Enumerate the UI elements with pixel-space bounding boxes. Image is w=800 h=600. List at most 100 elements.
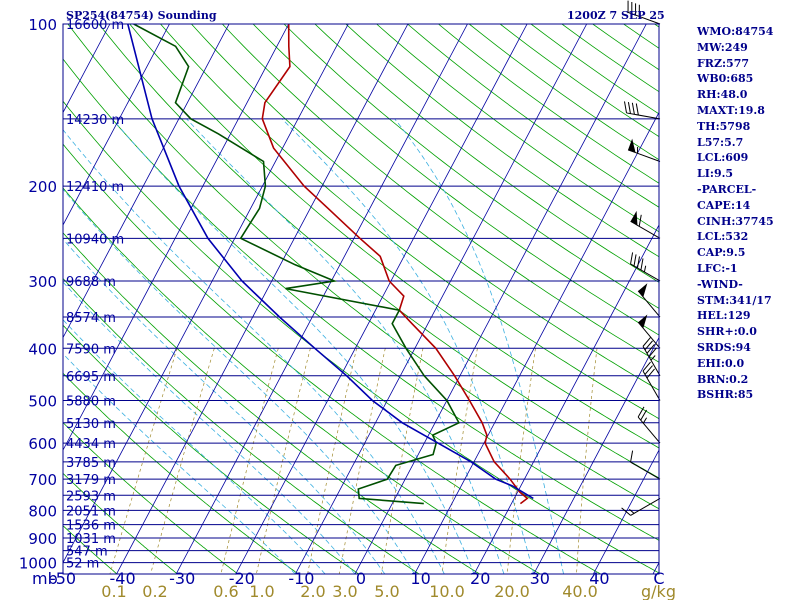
index-item: WMO:84754 <box>697 25 774 38</box>
isotherm <box>63 24 349 564</box>
wind-barbs <box>621 0 661 516</box>
wind-barb <box>637 406 661 444</box>
height-label: 3785 m <box>66 456 116 471</box>
isotherm <box>63 24 170 226</box>
mixing-ratio-line <box>576 348 598 574</box>
index-item: FRZ:577 <box>697 56 750 70</box>
temperature-tick-label: 0 <box>356 569 366 588</box>
isotherm <box>175 24 468 574</box>
dry-adiabat <box>252 24 659 336</box>
index-item: -PARCEL- <box>697 182 757 196</box>
height-label: 2051 m <box>66 504 116 519</box>
station-title: SP254(84754) Sounding <box>66 9 217 22</box>
dry-adiabat <box>98 24 659 479</box>
height-label: 52 m <box>66 557 99 572</box>
temperature-tick-label: C <box>653 569 664 588</box>
moist-adiabat <box>394 118 564 574</box>
index-item: MAXT:19.8 <box>697 103 765 117</box>
indices-panel: WMO:84754 MW:249 FRZ:577 WB0:685 RH:48.0 MAXT… <box>697 24 797 403</box>
pressure-tick-label: 400 <box>28 340 57 358</box>
temperature-line <box>261 24 529 505</box>
mixing-ratio-label: 3.0 <box>332 582 357 600</box>
pressure-tick-label: 500 <box>28 392 57 410</box>
index-item: WB0:685 <box>697 72 754 86</box>
isotherm <box>0 24 50 574</box>
index-item: SHR+:0.0 <box>697 325 757 339</box>
height-label: 9688 m <box>66 275 116 290</box>
index-item: EHI:0.0 <box>697 356 745 370</box>
plot-frame <box>62 23 660 575</box>
dry-adiabat <box>314 24 659 283</box>
dry-adiabat <box>63 58 659 541</box>
index-item: CAP:9.5 <box>697 246 746 260</box>
wind-barb <box>623 101 661 120</box>
dry-adiabat <box>283 24 659 309</box>
height-label: 2593 m <box>66 489 116 504</box>
temperature-tick-label: -20 <box>229 569 255 588</box>
pressure-tick-label: 700 <box>28 471 57 489</box>
pressure-tick-label: 100 <box>28 16 57 34</box>
mixing-ratio-label: 0.1 <box>101 582 126 600</box>
mixing-ratio-label: 20.0 <box>494 582 530 600</box>
temperature-tick-label: 20 <box>470 569 490 588</box>
wind-barb <box>637 283 661 318</box>
height-label: 14230 m <box>66 113 124 128</box>
mixing-ratio-line <box>506 348 536 574</box>
index-item: LI:9.5 <box>697 167 734 181</box>
wind-barb <box>627 0 661 25</box>
index-item: MW:249 <box>697 40 748 54</box>
pressure-tick-label: 800 <box>28 502 57 520</box>
index-item: BSHR:85 <box>697 388 754 402</box>
temperature-tick-label: 10 <box>410 569 430 588</box>
index-item: SRDS:94 <box>697 340 751 354</box>
index-item: LFC:-1 <box>697 261 738 275</box>
height-label: 5880 m <box>66 394 116 409</box>
temperature-tick-label: 40 <box>589 569 609 588</box>
dewpoint-line <box>133 24 461 505</box>
height-label: 1031 m <box>66 532 116 547</box>
dry-adiabat <box>63 324 360 574</box>
pressure-tick-label: 200 <box>28 178 57 196</box>
index-item: STM:341/17 <box>697 293 772 307</box>
isotherm <box>414 111 659 574</box>
height-label: 16600 m <box>66 18 124 33</box>
dry-adiabat <box>63 143 601 574</box>
index-item: -WIND- <box>697 277 743 291</box>
pressure-tick-label: 600 <box>28 435 57 453</box>
temperature-tick-label: -50 <box>50 569 76 588</box>
mixing-ratio-line <box>109 348 178 574</box>
isotherm <box>63 24 290 451</box>
isotherm <box>116 24 409 574</box>
dry-adiabat <box>0 24 57 574</box>
dry-adiabat <box>63 525 118 574</box>
index-item: CINH:37745 <box>697 214 774 228</box>
mixing-ratio-line <box>150 348 215 574</box>
height-label: 547 m <box>66 545 108 560</box>
mixing-ratio-label: 1.0 <box>249 582 274 600</box>
temperature-tick-label: -10 <box>288 569 314 588</box>
dry-adiabat <box>129 24 659 449</box>
height-label: 1536 m <box>66 519 116 534</box>
index-item: LCL:532 <box>697 230 749 244</box>
wind-barb <box>621 497 661 516</box>
height-label: 4434 m <box>66 437 116 452</box>
temperature-tick-label: -30 <box>169 569 195 588</box>
height-label: 8574 m <box>66 311 116 326</box>
wind-barb <box>630 210 661 239</box>
wind-barb <box>630 450 661 480</box>
dry-adiabat <box>191 24 659 391</box>
parcel-line <box>127 24 534 500</box>
mixing-ratio-label: 10.0 <box>429 582 465 600</box>
isotherm <box>295 24 588 574</box>
isotherm <box>63 24 230 339</box>
dry-adiabat <box>160 24 659 420</box>
pressure-tick-label: 900 <box>28 530 57 548</box>
index-item: RH:48.0 <box>697 88 748 102</box>
mixing-ratio-label: 2.0 <box>300 582 325 600</box>
index-item: CAPE:14 <box>697 198 751 212</box>
dry-adiabat <box>345 24 659 258</box>
dry-adiabat <box>63 472 178 574</box>
isotherm <box>533 336 659 574</box>
